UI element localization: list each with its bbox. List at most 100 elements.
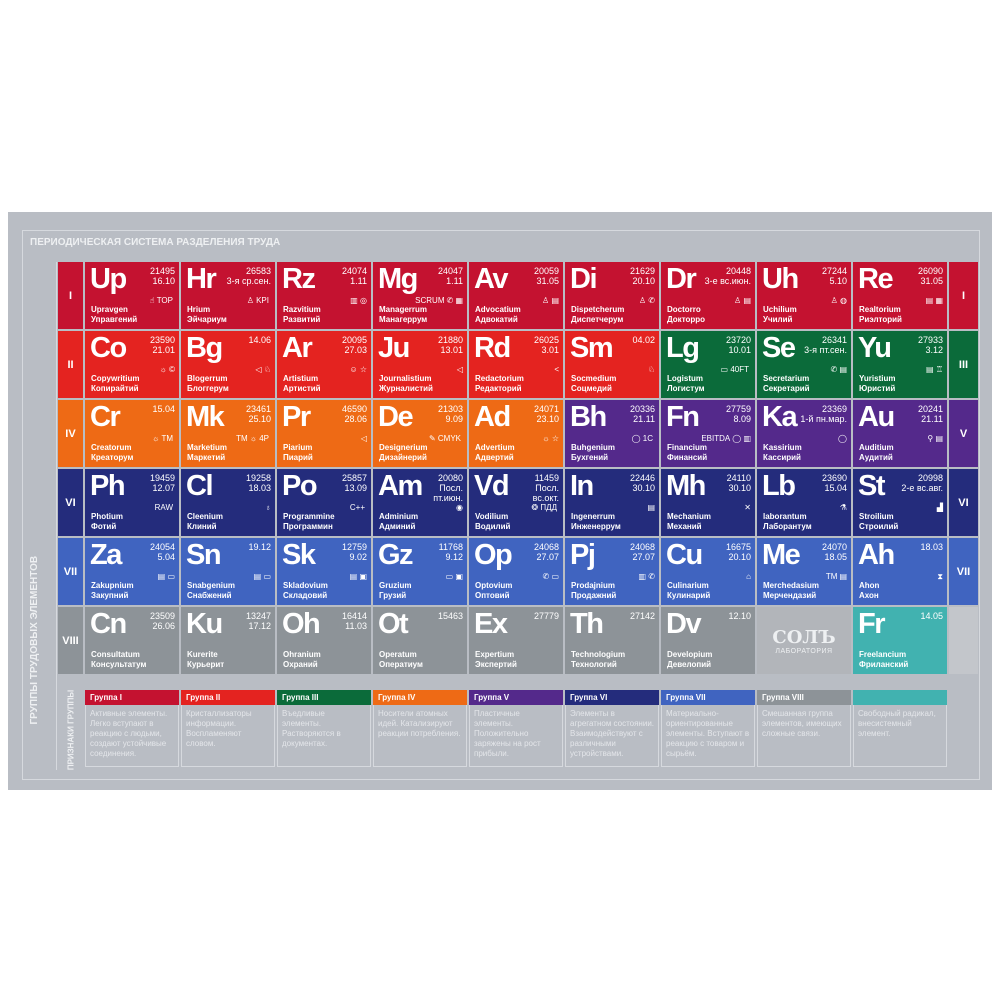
element-cell[interactable]: Za 24054 5.04 Zakupnium Закупний ▤ ▭ — [85, 538, 179, 605]
element-cell[interactable]: Fr 14.05 Freelancium Фриланский — [853, 607, 947, 674]
element-number: 24054 — [149, 542, 175, 552]
element-cell[interactable]: Ah 18.03 Ahon Ахон ⧗ — [853, 538, 947, 605]
element-latin-name: Realtorium — [859, 305, 901, 314]
element-cell[interactable]: Cu 16675 20.10 Culinarium Кулинарий ⌂ — [661, 538, 755, 605]
element-russian-name: Логистум — [667, 384, 705, 393]
element-cell[interactable]: Av 20059 31.05 Advocatium Адвокатий ♙ ▤ — [469, 262, 563, 329]
element-cell[interactable]: Ot 15463 Operatum Оператиум — [373, 607, 467, 674]
element-cell[interactable]: Di 21629 20.10 Dispetcherum Диспетчерум ♙ ✆ — [565, 262, 659, 329]
element-icons: ✎ CMYK — [429, 434, 463, 443]
element-icons: ♙ KPI — [247, 296, 271, 305]
element-cell[interactable]: Ph 19459 12.07 Photium Фотий RAW — [85, 469, 179, 536]
element-number: 3-я пт.сен. — [804, 345, 847, 355]
element-names: Uchilium Училий — [763, 305, 797, 325]
element-cell[interactable]: Oh 16414 11.03 Ohranium Охраний — [277, 607, 371, 674]
element-cell[interactable]: Yu 27933 3.12 Yuristium Юристий ▤ ♖ — [853, 331, 947, 398]
element-symbol: Mh — [666, 470, 706, 502]
element-number: 28.06 — [344, 414, 367, 424]
element-cell[interactable]: Sn 19.12 Snabgenium Снабжений ▤ ▭ — [181, 538, 275, 605]
element-numbers: 23720 10.01 — [726, 335, 751, 355]
element-cell[interactable]: Se 26341 3-я пт.сен. Secretarium Секретарий ✆… — [757, 331, 851, 398]
element-cell[interactable]: Ar 20095 27.03 Artistium Артистий ☺ ☆ — [277, 331, 371, 398]
element-russian-name: Копирайтий — [91, 384, 139, 393]
element-cell[interactable]: Vd 11459 Посл. вс.окт. Vodilium Водилий ❂ ПДД — [469, 469, 563, 536]
element-numbers: 26341 3-я пт.сен. — [804, 335, 847, 355]
element-russian-name: Программин — [283, 522, 333, 531]
element-cell[interactable]: Dv 12.10 Developium Девелопий — [661, 607, 755, 674]
element-russian-name: Снабжений — [187, 591, 232, 600]
element-cell[interactable]: Cr 15.04 Creatorum Креаторум ☼ TM — [85, 400, 179, 467]
element-symbol: De — [378, 401, 414, 433]
cart-icon: ▣ — [455, 572, 463, 581]
element-cell[interactable]: St 20998 2-е вс.авг. Stroilium Строилий ▟ — [853, 469, 947, 536]
element-names: Skladovium Складовий — [283, 581, 328, 601]
element-symbol: Gz — [378, 539, 414, 571]
element-cell[interactable]: Bg 14.06 Blogerrum Блоггерум ◁ ♘ — [181, 331, 275, 398]
element-cell[interactable]: Mk 23461 25.10 Marketium Маркетий TM ☼ 4P — [181, 400, 275, 467]
element-cell[interactable]: Sm 04.02 Socmedium Соцмедий ♘ — [565, 331, 659, 398]
element-cell[interactable]: Ku 13247 17.12 Kurerite Курьерит — [181, 607, 275, 674]
element-symbol: Oh — [282, 608, 321, 640]
element-cell[interactable]: Dr 20448 3-е вс.июн. Doctorro Докторро ♙ ▤ — [661, 262, 755, 329]
element-names: Designerium Дизайнерий — [379, 443, 427, 463]
element-cell[interactable]: Cl 19258 18.03 Cleenium Клиний ♁ — [181, 469, 275, 536]
element-icons: ▤ ▭ — [158, 572, 175, 581]
element-cell[interactable]: Fn 27759 8.09 Financium Финансий EBITDA ◯ ▥ — [661, 400, 755, 467]
element-number: 8.09 — [733, 414, 751, 424]
element-cell[interactable]: Lb 23690 15.04 laborantum Лаборантум ⚗ — [757, 469, 851, 536]
element-numbers: 24074 1.11 — [342, 266, 367, 286]
element-symbol: Me — [762, 539, 801, 571]
element-numbers: 04.02 — [632, 335, 655, 345]
legend-group: Группа VI Элементы в агрегатном состоянии… — [565, 690, 659, 767]
element-symbol: Ah — [858, 539, 895, 571]
element-cell[interactable]: Ka 23369 1-й пн.мар. Kassirium Кассирий ◯ — [757, 400, 851, 467]
element-cell[interactable]: Op 24068 27.07 Optovium Оптовий ✆ ▭ — [469, 538, 563, 605]
element-cell[interactable]: Am 20080 Посл. пт.июн. Adminium Админий ◉ — [373, 469, 467, 536]
element-cell[interactable]: Re 26090 31.05 Realtorium Риэлторий ▤ ▦ — [853, 262, 947, 329]
element-names: Kurerite Курьерит — [187, 650, 224, 670]
element-number: 2-е вс.авг. — [901, 483, 943, 493]
element-tag: TM — [825, 572, 838, 581]
element-cell[interactable]: Lg 23720 10.01 Logistum Логистум ▭ 40FT — [661, 331, 755, 398]
element-cell[interactable]: Rd 26025 3.01 Redactorium Редакторий < — [469, 331, 563, 398]
row-label-right: I — [949, 262, 978, 329]
element-latin-name: Designerium — [379, 443, 428, 452]
element-latin-name: Developium — [667, 650, 713, 659]
element-symbol: Za — [90, 539, 122, 571]
element-cell[interactable]: Hr 26583 3-я ср.сен. Hrium Эйчариум ♙ KPI — [181, 262, 275, 329]
element-cell[interactable]: Ex 27779 Expertium Экспертий — [469, 607, 563, 674]
element-number: 16414 — [341, 611, 367, 621]
element-cell[interactable]: Uh 27244 5.10 Uchilium Училий ♙ ◍ — [757, 262, 851, 329]
element-cell[interactable]: Bh 20336 21.11 Buhgenium Бухгений ◯ 1C — [565, 400, 659, 467]
element-latin-name: Uchilium — [763, 305, 797, 314]
box-icon: ▭ — [263, 572, 271, 581]
element-cell[interactable]: Mh 24110 30.10 Mechanium Механий ✕ — [661, 469, 755, 536]
element-cell[interactable]: Me 24070 18.05 Merchedasium Мерчендазий TM ▤ — [757, 538, 851, 605]
element-numbers: 27142 — [630, 611, 655, 621]
element-names: Blogerrum Блоггерум — [187, 374, 229, 394]
element-cell[interactable]: Rz 24074 1.11 Razvitium Развитий ▥ ◎ — [277, 262, 371, 329]
element-russian-name: Строилий — [859, 522, 899, 531]
element-cell[interactable]: Sk 12759 9.02 Skladovium Складовий ▤ ▣ — [277, 538, 371, 605]
element-cell[interactable]: Up 21495 16.10 Upravgen Управгений ☝ TOP — [85, 262, 179, 329]
element-number: 3.12 — [925, 345, 943, 355]
element-russian-name: Курьерит — [187, 660, 225, 669]
element-cell[interactable]: Ad 24071 23.10 Advertium Адвертий ☼ ☆ — [469, 400, 563, 467]
element-cell[interactable]: Th 27142 Technologium Технологий — [565, 607, 659, 674]
element-cell[interactable]: Au 20241 21.11 Auditium Аудитий ⚲ ▤ — [853, 400, 947, 467]
logo-cell[interactable]: СОЛЪ ЛАБОРАТОРИЯ — [757, 607, 851, 674]
element-icons: ▤ ▦ — [926, 296, 943, 305]
element-numbers: 23590 21.01 — [150, 335, 175, 355]
element-number: 23461 — [245, 404, 271, 414]
element-number: 24068 — [533, 542, 559, 552]
element-cell[interactable]: Ju 21880 13.01 Journalistium Журналистий ◁ — [373, 331, 467, 398]
element-cell[interactable]: Pr 46590 28.06 Piarium Пиарий ◁ — [277, 400, 371, 467]
element-cell[interactable]: Gz 11768 9.12 Gruzium Грузий ▭ ▣ — [373, 538, 467, 605]
element-cell[interactable]: Pj 24068 27.07 Prodajnium Продажний ▥ ✆ — [565, 538, 659, 605]
element-cell[interactable]: Po 25857 13.09 Programmine Программин C++ — [277, 469, 371, 536]
element-cell[interactable]: In 22446 30.10 Ingenerrum Инженеррум ▤ — [565, 469, 659, 536]
element-cell[interactable]: Co 23590 21.01 Copywritium Копирайтий ☼ © — [85, 331, 179, 398]
element-cell[interactable]: Cn 23509 26.06 Consultatum Консультатум — [85, 607, 179, 674]
element-cell[interactable]: Mg 24047 1.11 Managerrum Манагеррум SCRUM ✆ ▦ — [373, 262, 467, 329]
element-cell[interactable]: De 21303 9.09 Designerium Дизайнерий ✎ CMYK — [373, 400, 467, 467]
